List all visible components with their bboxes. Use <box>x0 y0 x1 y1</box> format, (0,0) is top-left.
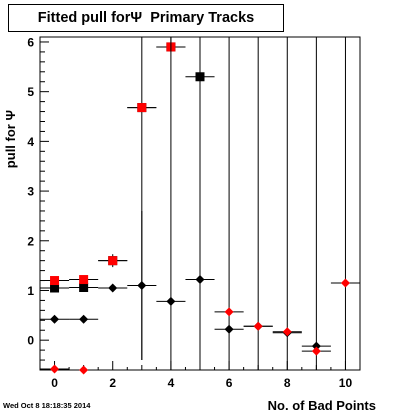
y-tick-label: 1 <box>27 284 34 298</box>
square-marker <box>50 276 60 286</box>
square-marker <box>137 103 147 113</box>
diamond-marker <box>79 365 89 375</box>
diamond-marker <box>311 341 321 351</box>
x-tick-label: 6 <box>226 376 233 390</box>
x-tick-label: 8 <box>284 376 291 390</box>
square-marker <box>79 282 89 292</box>
diamond-marker <box>166 296 176 306</box>
square-marker <box>108 256 118 266</box>
timestamp: Wed Oct 8 18:18:35 2014 <box>3 401 91 410</box>
diamond-marker <box>79 314 89 324</box>
diamond-marker <box>311 346 321 356</box>
y-axis-label: pull for Ψ <box>3 110 18 168</box>
square-marker <box>50 283 60 293</box>
diamond-marker <box>108 283 118 293</box>
square-marker <box>79 275 89 285</box>
diamond-marker <box>253 321 263 331</box>
data-marks <box>40 37 360 375</box>
diamond-marker <box>50 314 60 324</box>
diamond-marker <box>195 275 205 285</box>
x-axis-label: No. of Bad Points <box>268 398 376 413</box>
x-tick-label: 2 <box>109 376 116 390</box>
x-tick-label: 0 <box>51 376 58 390</box>
diamond-marker <box>50 364 60 374</box>
y-tick-label: 3 <box>27 185 34 199</box>
diamond-marker <box>224 324 234 334</box>
x-tick-label: 4 <box>168 376 175 390</box>
diamond-marker <box>224 307 234 317</box>
y-tick-label: 5 <box>27 85 34 99</box>
y-tick-label: 2 <box>27 234 34 248</box>
x-tick-label: 10 <box>339 376 353 390</box>
y-tick-label: 0 <box>27 334 34 348</box>
axes: 0 2 4 6 8 10 0 1 2 3 4 5 6 <box>27 35 361 390</box>
diamond-marker <box>340 278 350 288</box>
diamond-marker <box>282 327 292 337</box>
chart-title: Fitted pull forΨ Primary Tracks <box>8 4 284 32</box>
y-tick-label: 6 <box>27 35 34 49</box>
diamond-marker <box>137 281 147 291</box>
y-tick-label: 4 <box>27 135 34 149</box>
